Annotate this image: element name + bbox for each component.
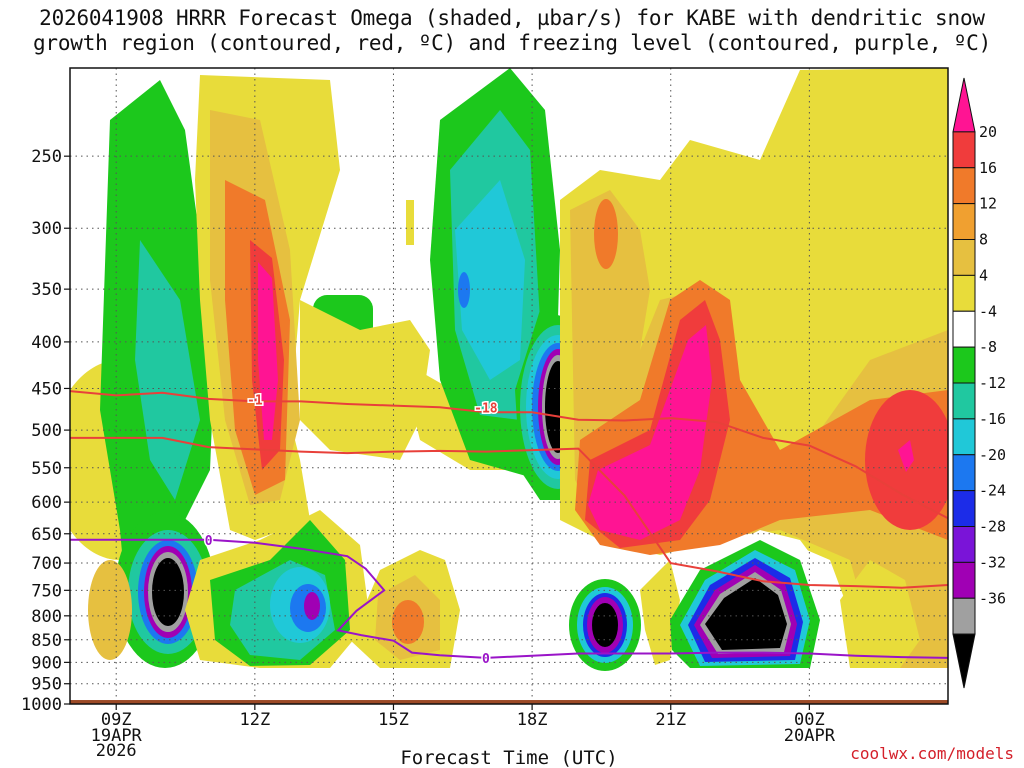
colorbar-label: 12 — [979, 195, 997, 213]
omega-shade — [280, 115, 330, 200]
omega-shade — [152, 558, 184, 626]
colorbar-label: -12 — [979, 374, 1006, 392]
colorbar-segment — [952, 597, 976, 635]
omega-shade — [455, 180, 525, 380]
x-tick-label: 12Z — [239, 710, 270, 730]
title-line-2: growth region (contoured, red, ºC) and f… — [32, 31, 992, 55]
colorbar-segment — [952, 346, 976, 384]
x-axis-title: Forecast Time (UTC) — [400, 747, 617, 768]
colorbar-segment — [952, 239, 976, 276]
colorbar-label: -16 — [979, 410, 1006, 428]
contour-label: 0 — [482, 652, 490, 667]
x-tick-label: 21Z — [655, 710, 686, 730]
colorbar-label: 16 — [979, 159, 997, 177]
colorbar-label: -8 — [979, 338, 997, 356]
omega-shading — [70, 68, 948, 704]
colorbar-segment — [952, 274, 976, 312]
colorbar-segment — [952, 310, 976, 348]
contour-line — [70, 390, 948, 520]
colorbar-segment — [952, 382, 976, 420]
chart-title: 2026041908 HRRR Forecast Omega (shaded, … — [0, 6, 1024, 56]
colorbar-label: -20 — [979, 446, 1006, 464]
omega-shade — [135, 240, 200, 500]
y-tick-label: 500 — [31, 421, 62, 441]
colorbar-label: 8 — [979, 231, 988, 249]
y-tick-label: 550 — [31, 459, 62, 479]
omega-shade — [406, 200, 414, 245]
contour-line — [70, 538, 948, 659]
colorbar-label: 4 — [979, 266, 988, 284]
omega-shade — [592, 603, 618, 647]
colorbar: 20 16 12 8 4 -4 -8 -12 -16 -20 -24 -28 -32 -36 — [952, 77, 1006, 689]
x-tick-label: 15Z — [378, 710, 409, 730]
x-tick-label: 09Z — [101, 710, 132, 730]
y-axis: 2503003504004505005506006507007508008509… — [21, 147, 70, 715]
y-tick-label: 750 — [31, 581, 62, 601]
y-tick-label: 350 — [31, 280, 62, 300]
colorbar-segment — [952, 131, 976, 169]
y-tick-label: 1000 — [21, 695, 62, 715]
colorbar-segment — [952, 561, 976, 599]
y-tick-label: 450 — [31, 379, 62, 399]
colorbar-segment — [952, 167, 976, 205]
y-tick-label: 850 — [31, 631, 62, 651]
colorbar-label: -32 — [979, 553, 1006, 571]
contour-label: -18 — [474, 401, 498, 416]
x-tick-label: 00Z — [794, 710, 825, 730]
x-tick-sublabel: 19APR — [91, 726, 143, 746]
colorbar-label: -4 — [979, 302, 997, 320]
colorbar-segment — [952, 633, 976, 689]
omega-shade — [705, 578, 787, 650]
omega-shade — [898, 440, 914, 472]
contour-labels: -18 -1 0 0 — [203, 392, 499, 668]
y-tick-label: 300 — [31, 219, 62, 239]
omega-shade — [304, 592, 320, 620]
omega-shade — [300, 300, 430, 460]
grid — [70, 68, 948, 704]
colorbar-label: -28 — [979, 518, 1006, 536]
colorbar-segment — [952, 490, 976, 527]
colorbar-label: -24 — [979, 482, 1006, 500]
y-tick-label: 250 — [31, 147, 62, 167]
colorbar-segment — [952, 526, 976, 563]
y-tick-label: 950 — [31, 675, 62, 695]
contour-label: 0 — [205, 534, 213, 549]
y-tick-label: 700 — [31, 554, 62, 574]
colorbar-segment — [952, 418, 976, 456]
contours — [70, 390, 948, 659]
y-tick-label: 400 — [31, 333, 62, 353]
y-tick-label: 650 — [31, 525, 62, 545]
omega-shade — [594, 199, 618, 269]
colorbar-label: 20 — [979, 123, 997, 141]
colorbar-segment — [952, 203, 976, 240]
omega-shade — [640, 560, 680, 665]
y-tick-label: 900 — [31, 653, 62, 673]
omega-shade — [458, 272, 470, 308]
x-tick-label: 18Z — [517, 710, 548, 730]
surface-ground — [70, 700, 948, 704]
colorbar-segment — [952, 454, 976, 492]
omega-shade — [392, 600, 424, 644]
title-line-1: 2026041908 HRRR Forecast Omega (shaded, … — [39, 6, 985, 30]
omega-shade — [88, 560, 132, 660]
x-tick-sublabel: 2026 — [96, 741, 137, 761]
y-tick-label: 600 — [31, 493, 62, 513]
omega-shade — [588, 325, 712, 540]
contour-line — [70, 436, 948, 589]
omega-shade — [570, 190, 948, 668]
colorbar-label: -36 — [979, 589, 1006, 607]
y-tick-label: 800 — [31, 607, 62, 627]
colorbar-segment — [952, 77, 976, 133]
x-tick-sublabel: 20APR — [784, 726, 836, 746]
omega-shade — [258, 262, 278, 440]
plot-frame — [69, 67, 949, 705]
contour-label: -1 — [247, 394, 263, 409]
credit-text: coolwx.com/models — [850, 744, 1014, 763]
